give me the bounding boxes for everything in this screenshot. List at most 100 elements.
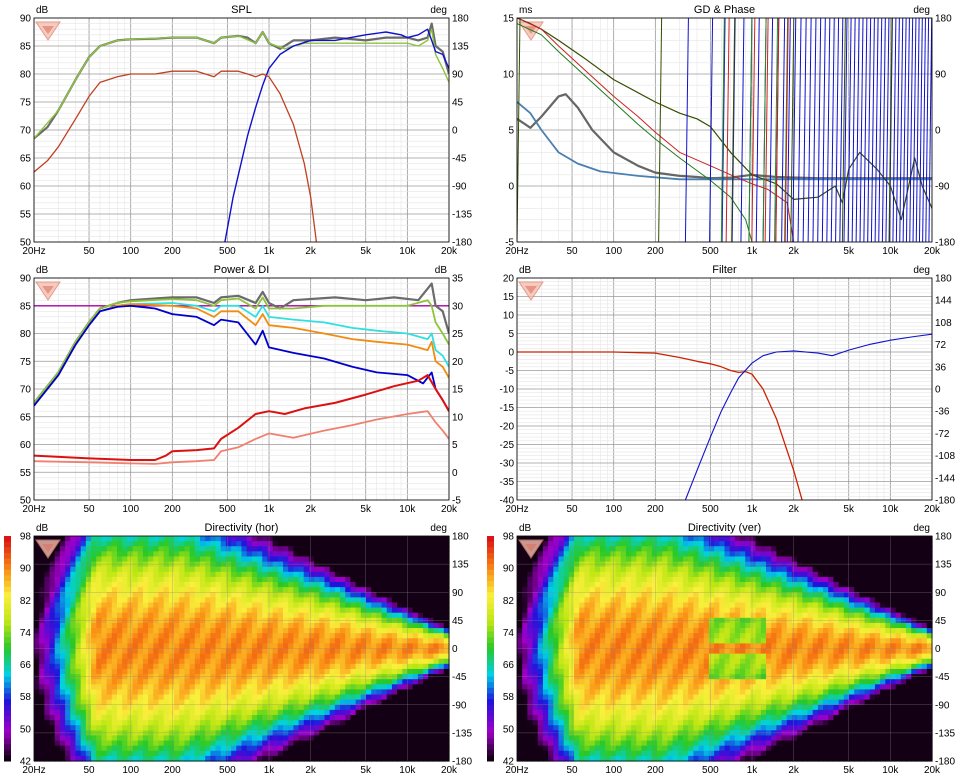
series-line-1 [684,333,932,500]
right-tick-label: 36 [935,362,947,373]
right-tick-label: -108 [935,451,955,462]
right-tick-label: -180 [452,238,472,249]
series-line-7 [34,410,449,465]
phase-wrap-line [826,18,831,242]
right-tick-label: 45 [452,616,464,627]
right-tick-label: -180 [935,496,955,507]
phase-wrap-line [902,18,907,242]
series-group [517,18,932,242]
right-tick-label: -180 [452,757,472,768]
plot-border [33,17,450,243]
left-tick-label: 66 [20,660,32,671]
right-tick-label: 90 [935,588,947,599]
phase-wrap-line [888,18,893,242]
x-tick-label: 2k [305,246,317,257]
phase-wrap-line [925,18,930,242]
phase-wrap-line [909,18,914,242]
left-tick-label: 5 [508,329,514,340]
x-tick-label: 500 [219,246,236,257]
phase-wrap-line [839,18,844,242]
right-tick-label: 35 [452,274,464,285]
x-tick-label: 1k [264,246,276,257]
level-grid [517,17,932,243]
right-tick-label: -90 [935,700,950,711]
left-unit-label: dB [519,523,532,534]
left-tick-label: 90 [20,274,32,285]
right-tick-label: 72 [935,340,947,351]
right-tick-label: -36 [935,407,950,418]
x-tick-label: 50 [83,246,95,257]
right-unit-label: deg [913,5,930,16]
x-tick-label: 2k [788,246,800,257]
phase-wrap-line [899,18,904,242]
series-line-6 [34,374,449,461]
series-line-5 [34,304,449,412]
left-unit-label: dB [36,523,49,534]
right-tick-label: 0 [452,644,458,655]
phase-wrap-line [895,18,900,242]
right-tick-label: 108 [935,318,952,329]
x-tick-label: 2k [305,504,317,515]
x-tick-label: 200 [647,765,664,776]
level-grid [34,277,449,501]
x-tick-label: 200 [164,765,181,776]
phase-wrap-line [786,18,791,242]
right-tick-label: 45 [935,616,947,627]
phase-wrap-line [720,18,725,242]
left-tick-label: 70 [20,385,32,396]
right-tick-label: 135 [935,560,952,571]
phase-wrap-line [859,18,864,242]
level-grid [517,277,932,501]
left-tick-label: 5 [508,126,514,137]
phase-wrap-line [784,18,789,242]
left-tick-label: 90 [20,564,32,575]
phase-wrap-line [878,18,883,242]
left-tick-label: 74 [20,628,32,639]
phase-wrap-line [867,18,872,242]
left-unit-label: dB [519,265,532,276]
left-tick-label: 50 [503,724,515,735]
left-tick-label: -30 [500,459,515,470]
left-tick-label: 42 [20,757,32,768]
phase-wrap-line [807,18,812,242]
phase-wrap-line [812,18,817,242]
phase-wrap-line [905,18,910,242]
phase-wrap-line [725,18,730,242]
left-tick-label: 42 [503,757,515,768]
right-tick-label: 135 [452,42,469,53]
phase-wrap-line [847,18,852,242]
left-tick-label: 82 [20,596,32,607]
phase-wrap-line [841,18,846,242]
chart-title: Directivity (hor) [205,522,279,534]
left-tick-label: 98 [20,532,32,543]
brand-logo-icon [35,281,61,301]
phase-wrap-line [851,18,856,242]
phase-wrap-line [784,18,789,242]
left-tick-label: -10 [500,385,515,396]
series-line-2 [224,28,449,242]
right-tick-label: -72 [935,429,950,440]
x-tick-label: 5k [843,765,855,776]
x-tick-label: 1k [264,504,276,515]
x-tick-label: 100 [605,246,622,257]
right-tick-label: 0 [935,126,941,137]
left-tick-label: 10 [503,70,515,81]
x-tick-label: 20Hz [505,246,528,257]
x-tick-label: 20k [441,504,458,515]
right-tick-label: -180 [935,238,955,249]
phase-wrap-line [870,18,875,242]
phase-wrap-line [751,18,756,242]
phase-wrap-line [915,18,920,242]
left-tick-label: 10 [503,311,515,322]
x-tick-label: 200 [164,246,181,257]
right-tick-label: 90 [452,588,464,599]
x-tick-label: 200 [164,504,181,515]
x-tick-label: 50 [83,765,95,776]
right-tick-label: 20 [452,357,464,368]
right-unit-label: deg [913,265,930,276]
right-tick-label: -45 [452,154,467,165]
